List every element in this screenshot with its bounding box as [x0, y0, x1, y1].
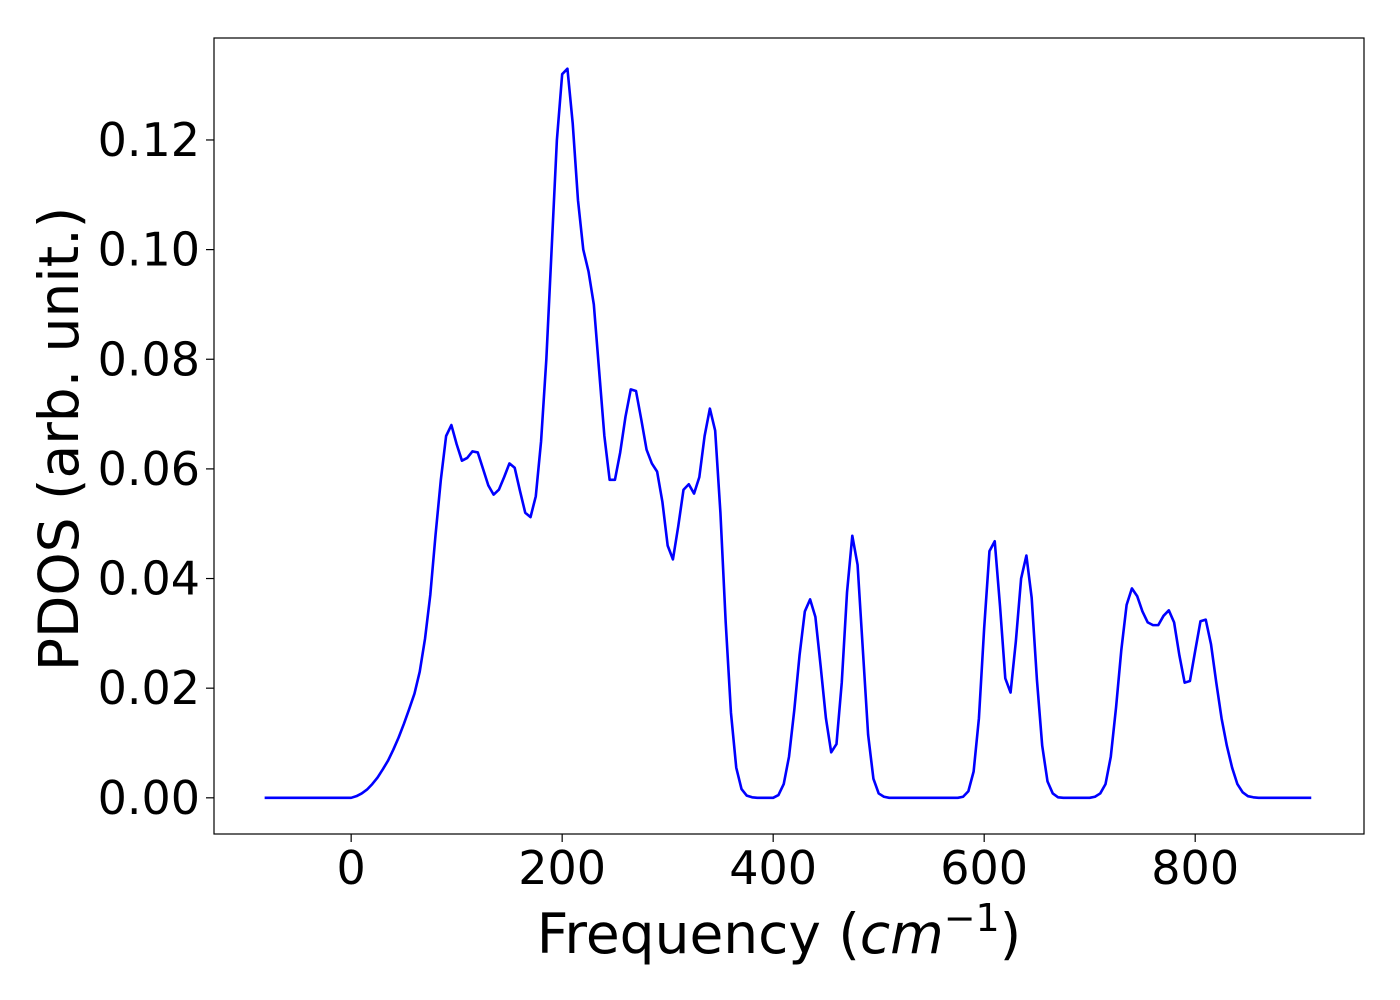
x-axis-title-unit: cm [860, 902, 944, 966]
series-line [264, 67, 1312, 800]
series-layer [264, 67, 1312, 800]
x-axis-title-text: Frequency ( [537, 902, 860, 966]
x-axis-title-close: ) [1000, 902, 1021, 966]
plot-area-frame [213, 37, 1365, 835]
x-tick-label: 800 [1151, 841, 1239, 895]
x-tick-label: 400 [729, 841, 817, 895]
y-tick-label: 0.06 [98, 442, 200, 496]
y-tick-label: 0.10 [98, 223, 200, 277]
x-tick-label: 600 [940, 841, 1028, 895]
y-axis-title: PDOS (arb. unit.) [27, 207, 91, 671]
y-tick-label: 0.00 [98, 771, 200, 825]
y-axis-ticks: 0.00 0.02 0.04 0.06 0.08 0.10 0.12 [98, 113, 214, 825]
x-axis-title: Frequency (cm−1) [537, 896, 1021, 966]
y-tick-label: 0.12 [98, 113, 200, 167]
x-axis-ticks: 0 200 400 600 800 [337, 834, 1239, 895]
x-axis-title-exponent: −1 [944, 896, 1000, 940]
x-tick-label: 200 [518, 841, 606, 895]
y-tick-label: 0.08 [98, 332, 200, 386]
x-tick-label: 0 [337, 841, 366, 895]
y-tick-label: 0.02 [98, 661, 200, 715]
y-tick-label: 0.04 [98, 552, 200, 606]
